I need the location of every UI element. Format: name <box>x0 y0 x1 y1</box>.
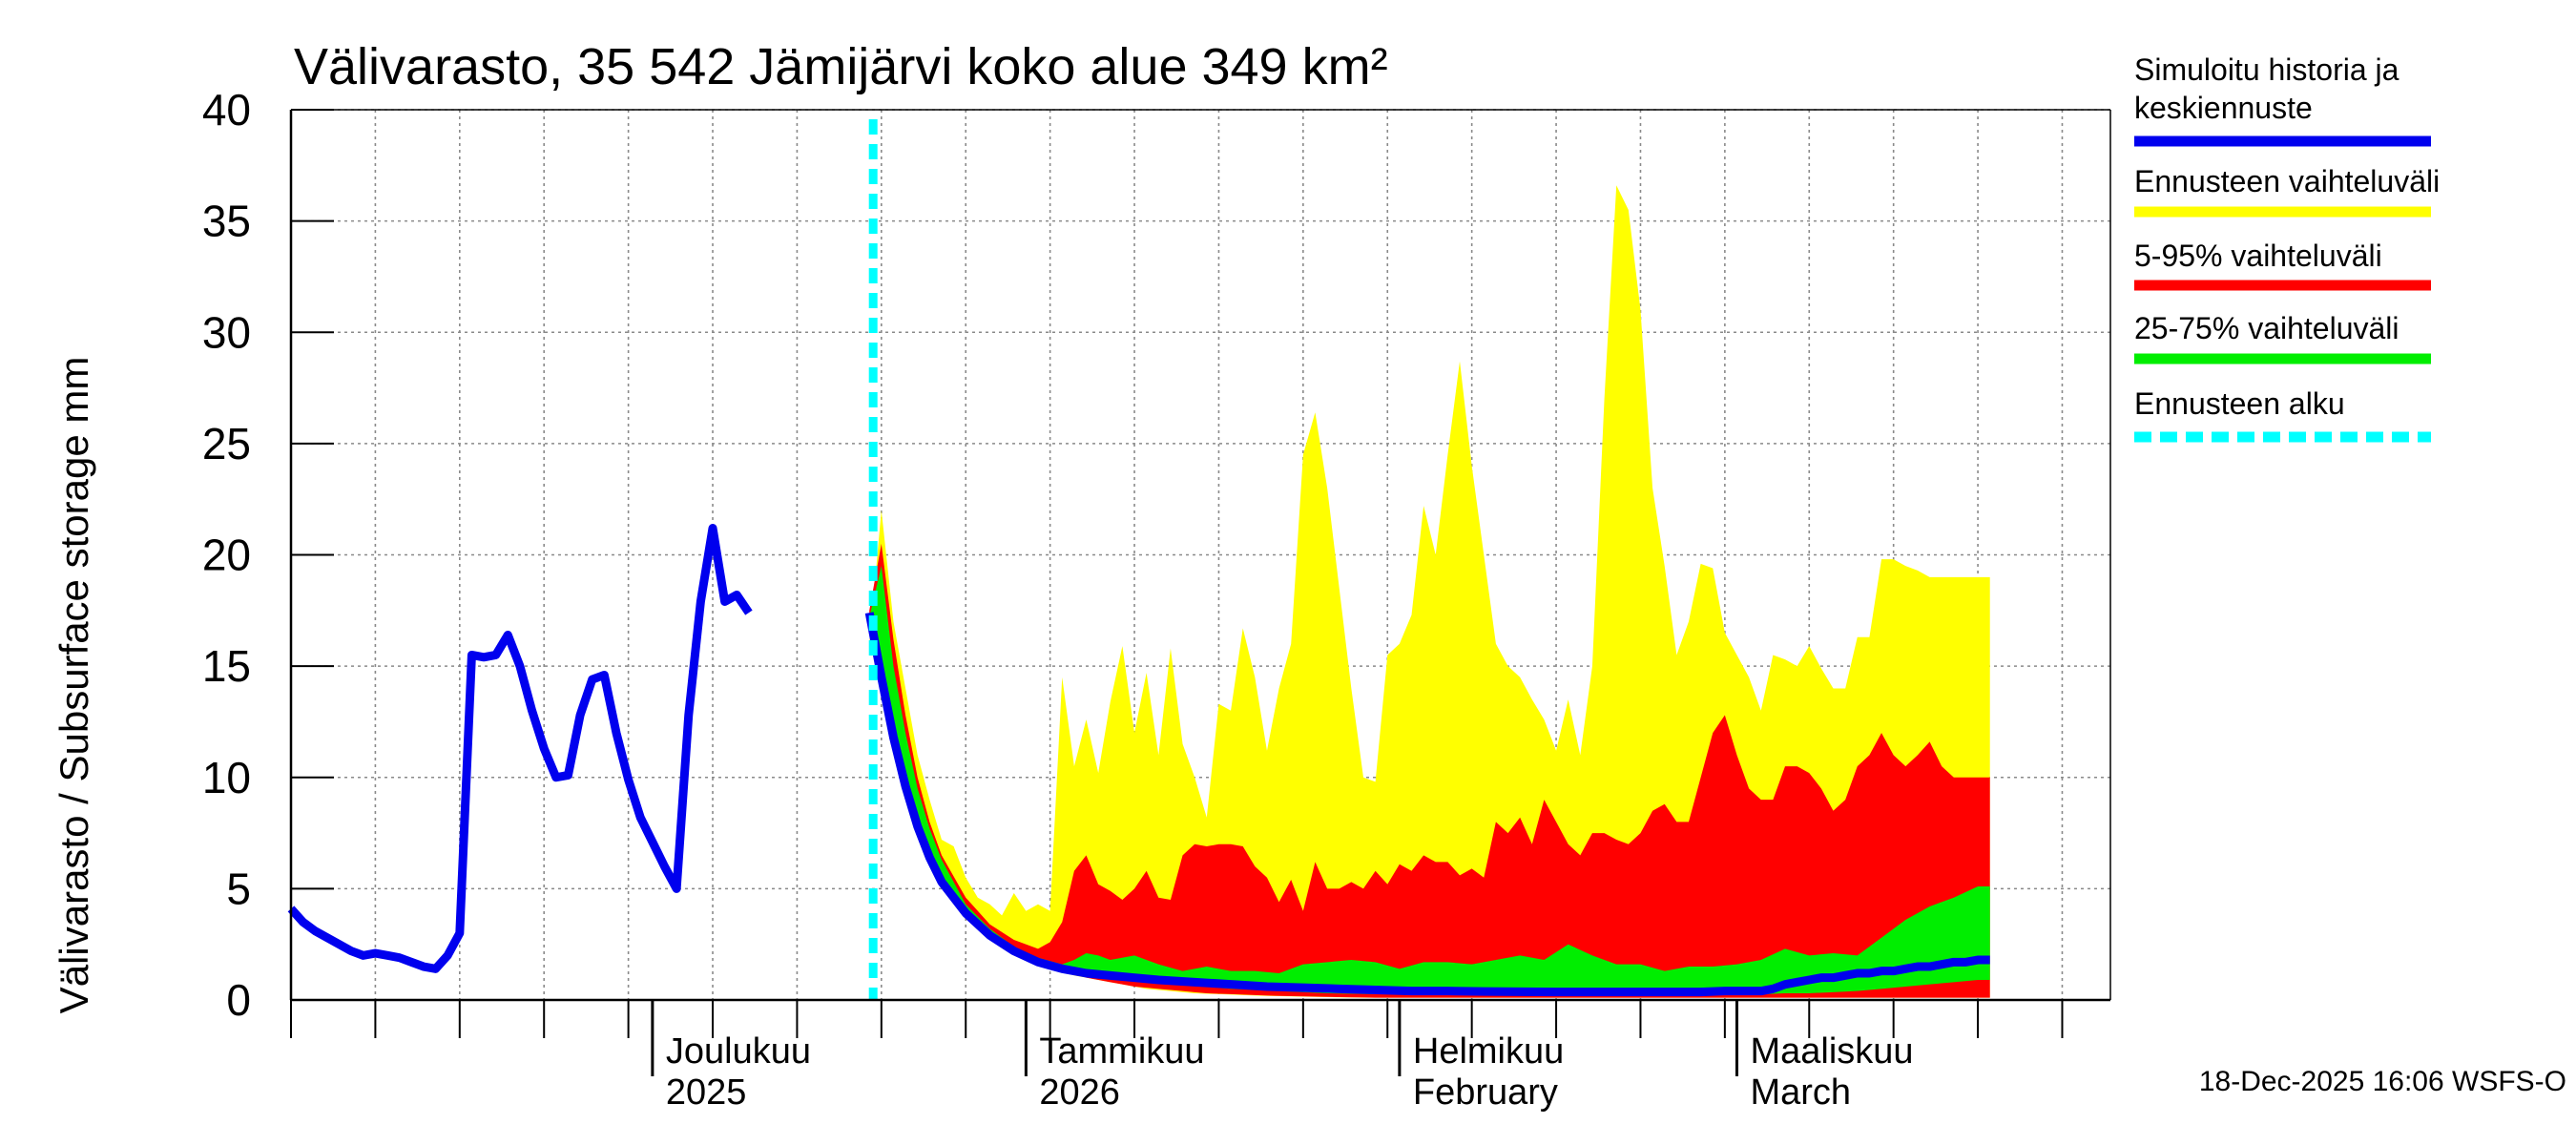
month-label-line2: February <box>1413 1072 1558 1113</box>
timestamp-footer: 18-Dec-2025 16:06 WSFS-O <box>2199 1066 2566 1097</box>
y-tick-label: 15 <box>202 641 251 691</box>
legend-label: Ennusteen alku <box>2134 386 2345 421</box>
band-25-75-vaihteluv-li <box>869 566 1990 995</box>
legend: Simuloitu historia ja keskiennuste Ennuste… <box>2134 52 2440 443</box>
history-line <box>287 524 753 973</box>
month-label-line1: Maaliskuu <box>1750 1031 1913 1072</box>
axes <box>289 109 2111 1076</box>
y-tick-label: 40 <box>202 85 251 135</box>
legend-label: Ennusteen vaihteluväli <box>2134 164 2440 198</box>
month-label-line1: Helmikuu <box>1413 1031 1564 1072</box>
y-tick-label: 35 <box>202 197 251 246</box>
month-label-line2: March <box>1750 1072 1851 1113</box>
chart-title: Välivarasto, 35 542 Jämijärvi koko alue … <box>294 38 1388 95</box>
legend-label: 5-95% vaihteluväli <box>2134 239 2382 273</box>
month-label-line2: 2026 <box>1039 1072 1120 1113</box>
legend-label: 25-75% vaihteluväli <box>2134 311 2399 345</box>
y-tick-label: 10 <box>202 753 251 802</box>
y-tick-label: 0 <box>226 975 251 1025</box>
legend-label-line2: keskiennuste <box>2134 91 2313 125</box>
series-lines <box>287 119 1990 1000</box>
legend-label: Simuloitu historia ja <box>2134 52 2399 87</box>
month-label-line1: Joulukuu <box>666 1031 811 1072</box>
month-label-line2: 2025 <box>666 1072 747 1113</box>
y-tick-label: 20 <box>202 531 251 580</box>
band-5-95-vaihteluv-li <box>869 543 1990 998</box>
y-tick-label: 25 <box>202 419 251 468</box>
forecast-bands <box>869 185 1990 998</box>
month-label-line1: Tammikuu <box>1039 1031 1204 1072</box>
y-tick-label: 30 <box>202 307 251 357</box>
y-axis-label: Välivarasto / Subsurface storage mm <box>52 357 96 1014</box>
median-forecast-line <box>864 612 1990 997</box>
tick-labels: 0510152025303540Joulukuu2025Tammikuu2026… <box>202 85 1914 1113</box>
y-tick-label: 5 <box>226 864 251 913</box>
